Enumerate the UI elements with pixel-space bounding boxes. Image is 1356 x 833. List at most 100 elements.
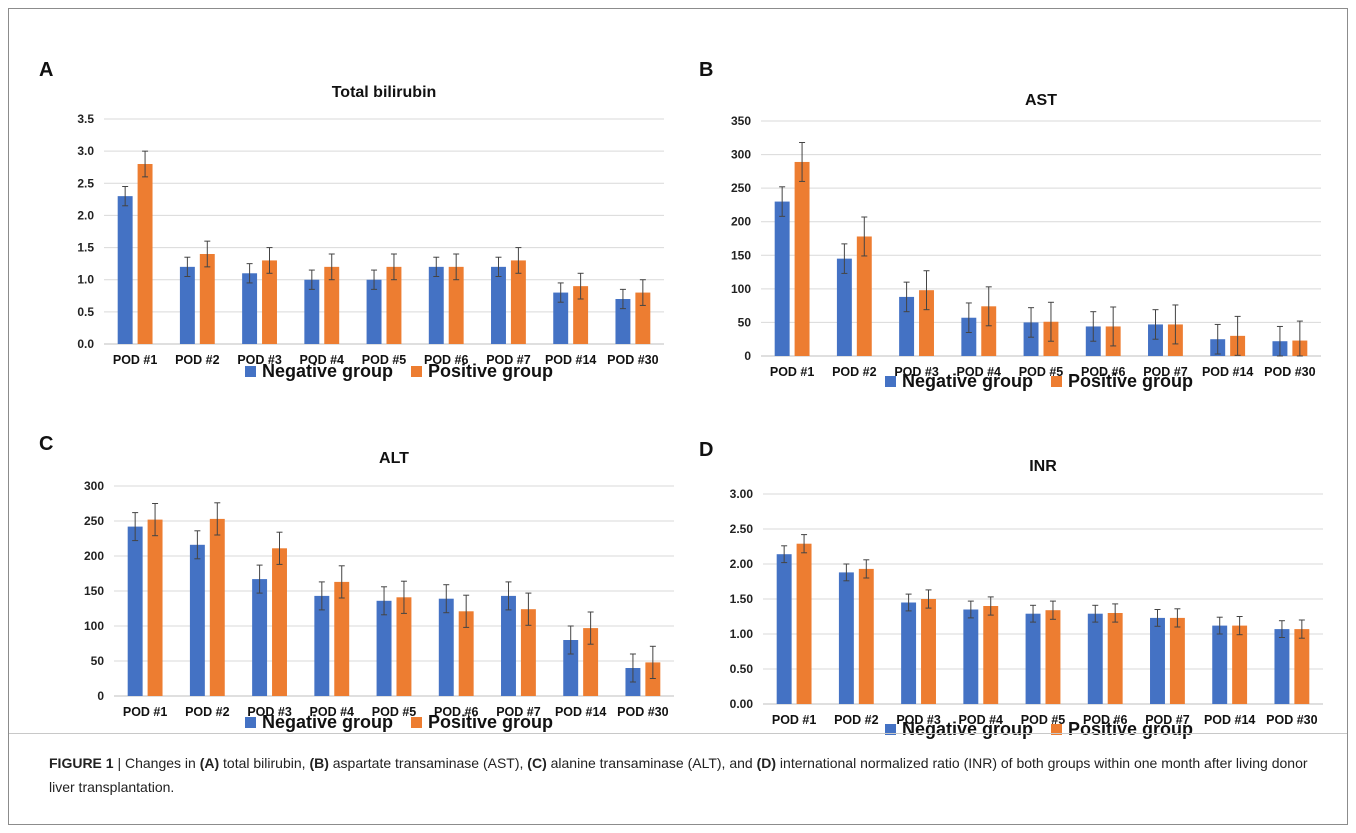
y-tick-label: 2.0 [77, 208, 94, 222]
y-tick-label: 1.50 [730, 592, 754, 606]
y-tick-label: 0.00 [730, 697, 754, 711]
bar-negative-group-pod-14 [563, 640, 579, 696]
chart-svg-ast: AST 0 50 100 150 200 250 300 350 POD #1 POD #2 POD … [731, 92, 1321, 379]
x-tick-label: POD #2 [832, 365, 877, 379]
bar-negative-group-pod-6 [438, 598, 454, 696]
bar-negative-group-pod-3 [252, 579, 268, 696]
x-tick-label: POD #14 [545, 353, 596, 367]
y-tick-label: 1.00 [730, 627, 754, 641]
bar-negative-group-pod-4 [961, 317, 977, 356]
bar-negative-group-pod-4 [963, 609, 979, 704]
bar-negative-group-pod-5 [1023, 322, 1039, 356]
bar-negative-group-pod-5 [376, 600, 392, 696]
legend-panel-b: Negative group Positive group [759, 371, 1319, 392]
legend-swatch-positive [411, 717, 422, 728]
bar-positive-group-pod-2 [209, 518, 225, 696]
bar-negative-group-pod-5 [366, 279, 382, 344]
legend-label-positive: Positive group [428, 712, 554, 732]
y-tick-label: 0 [744, 349, 751, 363]
legend-item-negative: Negative group [884, 371, 1033, 392]
x-tick-label: POD #4 [310, 705, 355, 719]
x-tick-label: POD #4 [957, 365, 1002, 379]
bar-positive-group-pod-6 [458, 611, 474, 696]
caption-text-d: international normalized ratio (INR) of … [49, 755, 1308, 795]
chart-title: Total bilirubin [332, 84, 437, 101]
bar-positive-group-pod-5 [1045, 610, 1061, 704]
y-tick-label: 0.0 [77, 337, 94, 351]
x-tick-label: POD #30 [607, 353, 658, 367]
bar-positive-group-pod-2 [199, 254, 215, 344]
bar-negative-group-pod-2 [189, 544, 205, 696]
x-tick-label: POD #5 [1021, 713, 1066, 727]
bar-positive-group-pod-3 [919, 290, 934, 356]
caption-separator: | Changes in [113, 755, 200, 771]
legend-label-negative: Negative group [901, 371, 1033, 391]
bar-negative-group-pod-2 [179, 266, 195, 344]
bar-positive-group-pod-14 [1232, 625, 1248, 704]
legend-label-negative: Negative group [261, 712, 393, 732]
y-tick-label: 50 [91, 654, 105, 668]
legend-item-positive: Positive group [411, 712, 553, 733]
bar-positive-group-pod-3 [262, 260, 277, 344]
y-tick-label: 0.50 [730, 662, 754, 676]
x-tick-label: POD #2 [175, 353, 220, 367]
bar-positive-group-pod-1 [137, 164, 153, 344]
caption-ref-b: (B) [309, 755, 329, 771]
x-tick-label: POD #30 [1264, 365, 1315, 379]
y-tick-label: 50 [738, 315, 752, 329]
y-tick-label: 200 [84, 549, 104, 563]
legend-item-positive: Positive group [1051, 371, 1193, 392]
x-tick-label: POD #1 [123, 705, 168, 719]
bar-negative-group-pod-3 [899, 296, 915, 356]
y-tick-label: 2.5 [77, 176, 94, 190]
legend-swatch-positive [411, 366, 422, 377]
y-tick-label: 100 [731, 282, 751, 296]
x-tick-label: POD #30 [617, 705, 668, 719]
legend-swatch-positive [1051, 724, 1062, 735]
chart-svg-total-bilirubin: Total bilirubin 0.0 0.5 1.0 1.5 2.0 2.5 3.0 3.5 P… [77, 84, 664, 367]
x-tick-label: POD #3 [247, 705, 292, 719]
x-tick-label: POD #4 [300, 353, 345, 367]
legend-swatch-negative [244, 366, 256, 377]
x-tick-label: POD #2 [185, 705, 230, 719]
x-tick-label: POD #6 [1083, 713, 1128, 727]
figure-frame: A Total bilirubin 0.0 0.5 1.0 1.5 2.0 2.5 3.0 3.… [8, 8, 1348, 825]
bar-negative-group-pod-1 [776, 554, 792, 704]
x-tick-label: POD #7 [496, 705, 541, 719]
legend-label-positive: Positive group [1068, 719, 1194, 739]
x-tick-label: POD #14 [555, 705, 606, 719]
y-tick-label: 3.00 [730, 487, 754, 501]
bar-positive-group-pod-5 [396, 597, 412, 696]
chart-title: INR [1029, 458, 1057, 475]
caption-ref-a: (A) [199, 755, 220, 771]
x-tick-label: POD #3 [894, 365, 939, 379]
y-tick-label: 200 [731, 215, 751, 229]
y-tick-label: 150 [84, 584, 104, 598]
y-tick-label: 2.00 [730, 557, 754, 571]
caption-text-c: alanine transaminase (ALT), and [546, 755, 757, 771]
y-tick-label: 150 [731, 248, 751, 262]
x-tick-label: POD #5 [362, 353, 407, 367]
caption-text-a: total bilirubin, [219, 755, 310, 771]
legend-item-negative: Negative group [244, 712, 393, 733]
bar-negative-group-pod-3 [901, 602, 917, 704]
bar-negative-group-pod-4 [304, 279, 320, 344]
x-tick-label: POD #4 [959, 713, 1004, 727]
panel-letter-b: B [699, 59, 714, 81]
bar-positive-group-pod-7 [520, 609, 536, 696]
legend-panel-a: Negative group Positive group [119, 361, 679, 382]
bar-negative-group-pod-6 [428, 266, 444, 344]
bar-negative-group-pod-7 [501, 595, 516, 696]
bar-negative-group-pod-7 [491, 266, 506, 344]
legend-swatch-negative [244, 717, 256, 728]
x-tick-label: POD #1 [770, 365, 815, 379]
bar-positive-group-pod-3 [921, 599, 936, 704]
caption-ref-c: (C) [527, 755, 547, 771]
chart-title: AST [1025, 92, 1057, 109]
caption-figure-label: FIGURE 1 [49, 755, 114, 771]
chart-title: ALT [379, 450, 409, 467]
caption-ref-d: (D) [756, 755, 777, 771]
bar-negative-group-pod-2 [838, 572, 854, 704]
figure-caption: FIGURE 1 | Changes in (A) total bilirubi… [49, 751, 1324, 799]
y-tick-label: 3.5 [77, 112, 94, 126]
